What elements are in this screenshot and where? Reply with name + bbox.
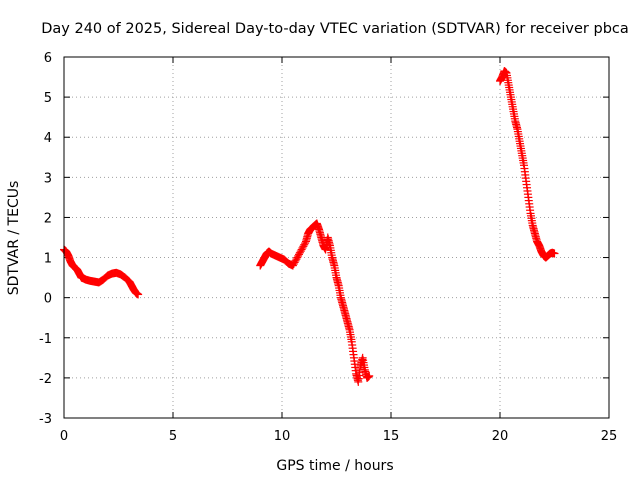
grid-lines [64,57,609,418]
y-tick-label: 2 [44,211,52,226]
series-segment-3 [496,67,559,262]
series-segment-1 [60,245,143,299]
x-axis-label: GPS time / hours [276,458,393,474]
x-tick-label: 15 [383,429,400,444]
x-tick-label: 0 [60,429,68,444]
y-tick-label: 3 [44,171,52,186]
plot-frame [63,56,610,419]
x-tick-label: 10 [274,429,291,444]
data-point [365,371,374,380]
x-tick-label: 5 [169,429,177,444]
y-tick-label: 6 [44,51,52,66]
y-tick-label: 0 [44,292,52,307]
chart-title: Day 240 of 2025, Sidereal Day-to-day VTE… [41,21,629,37]
y-tick-label: 5 [44,91,52,106]
data-points [60,67,559,386]
y-tick-label: 1 [44,252,52,267]
y-axis-label: SDTVAR / TECUs [6,181,22,296]
x-tick-label: 20 [492,429,509,444]
data-point [550,249,559,258]
y-tick-label: 4 [44,131,52,146]
x-tick-label: 25 [601,429,618,444]
y-tick-label: -1 [39,332,52,347]
data-point [134,290,143,299]
series-segment-2 [256,219,374,386]
y-tick-label: -3 [39,412,52,427]
y-tick-label: -2 [39,372,52,387]
